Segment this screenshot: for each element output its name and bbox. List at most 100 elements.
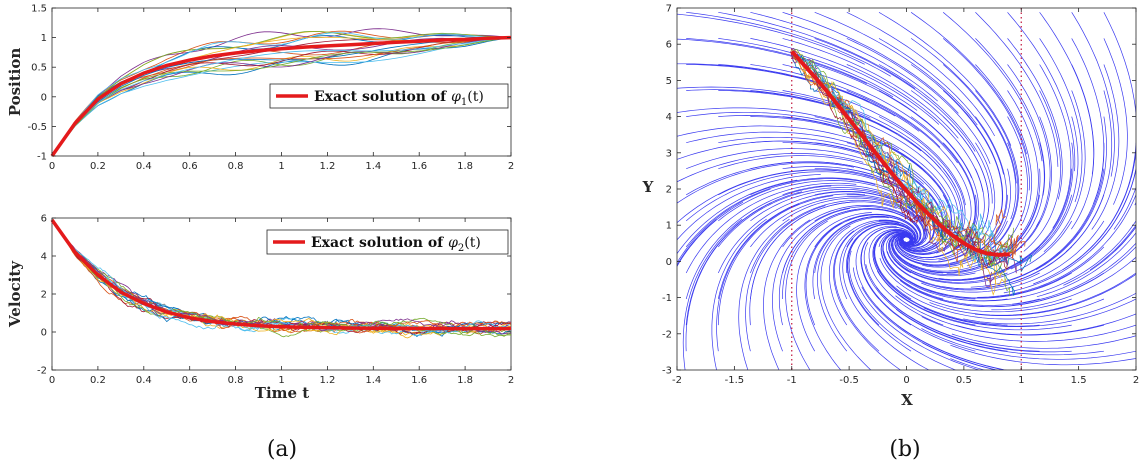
phase-xtick-label: -2 <box>672 375 682 386</box>
position-xtick-label: 0.8 <box>228 161 244 172</box>
phase-streamline <box>955 313 1136 336</box>
position-xtick-label: 0.4 <box>136 161 152 172</box>
velocity-sample-path <box>51 219 512 337</box>
velocity-legend-symbol: φ <box>448 235 458 251</box>
velocity-legend-label: Exact solution of φ2(t) <box>311 235 481 254</box>
phase-streamline <box>750 196 925 248</box>
phase-streamline <box>876 270 1072 331</box>
phase-ytick-label: -3 <box>662 366 672 377</box>
phase-ytick-label: 6 <box>666 40 672 51</box>
position-ytick-label: -1 <box>37 152 47 163</box>
velocity-xtick-label: 0.8 <box>228 375 244 386</box>
position-chart: 0 0.2 0.4 0.6 0.8 1 1.2 1.4 1.6 1.8 2 -1 -0.5 0 0.5 1 1.… <box>6 4 514 173</box>
phase-streamline <box>1039 38 1083 203</box>
position-ytick-label: 1 <box>41 33 47 44</box>
velocity-ytick-label: 4 <box>41 252 47 263</box>
position-xtick-label: 2 <box>508 161 514 172</box>
velocity-sample-path <box>51 219 512 335</box>
phase-streamline <box>991 256 1136 311</box>
phase-streamline <box>1039 64 1072 229</box>
phase-streamline <box>921 316 1136 342</box>
position-xtick-label: 1.4 <box>365 161 381 172</box>
phase-streamline <box>814 11 978 126</box>
phase-streamline <box>717 191 891 274</box>
phase-streamline <box>846 223 912 352</box>
position-ytick-label: -0.5 <box>27 122 47 133</box>
phase-streamline <box>1007 38 1063 200</box>
phase-streamline <box>910 38 1017 184</box>
phase-ytick-label: -2 <box>662 329 672 340</box>
phase-streamline <box>879 257 1072 313</box>
phase-sample-path <box>791 50 1008 269</box>
phase-streamline <box>846 64 984 193</box>
phase-boundary-lines <box>791 8 1022 370</box>
phase-streamline <box>847 223 915 326</box>
phase-streamline <box>896 285 1105 320</box>
phase-streamline <box>772 208 851 352</box>
position-xtick-label: 1 <box>278 161 284 172</box>
phase-streamline <box>848 250 957 370</box>
phase-streamline <box>910 64 1004 213</box>
phase-streamline <box>852 267 981 370</box>
phase-streamline <box>677 153 864 183</box>
phase-streamline <box>1007 64 1051 227</box>
phase-streamline <box>974 273 1136 317</box>
phase-streamline <box>718 90 922 152</box>
position-legend: Exact solution of φ1(t) <box>269 83 509 109</box>
phase-streamline <box>686 148 899 175</box>
phase-streamline <box>677 38 867 85</box>
phase-streamline <box>950 344 1136 366</box>
phase-streamline <box>817 216 889 352</box>
phase-streamline <box>975 64 1033 224</box>
phase-streamline <box>685 185 832 300</box>
phase-xlabel: X <box>901 391 913 409</box>
phase-streamline <box>677 179 798 255</box>
phase-streamline <box>763 219 811 370</box>
phase-streamline <box>785 220 828 370</box>
phase-streamline <box>782 90 957 188</box>
phase-streamline <box>878 90 979 233</box>
velocity-xtick-label: 1.4 <box>365 375 381 386</box>
phase-streamline <box>782 116 952 212</box>
phase-streamline <box>677 201 744 268</box>
phase-streamline <box>1114 226 1136 252</box>
phase-streamline <box>814 64 973 179</box>
phase-streamline <box>1012 242 1136 305</box>
velocity-xtick-label: 1.2 <box>319 375 335 386</box>
velocity-xtick-label: 1.6 <box>411 375 427 386</box>
velocity-ytick-label: 6 <box>41 214 47 225</box>
phase-streamline <box>682 218 743 370</box>
phase-streamline <box>677 125 871 146</box>
phase-ytick-label: 1 <box>666 221 672 232</box>
position-legend-label: Exact solution of φ1(t) <box>314 89 484 108</box>
phase-streamline <box>677 107 872 134</box>
phase-sample-path <box>791 48 1014 260</box>
position-sample-path <box>51 37 512 157</box>
phase-xtick-label: -1 <box>787 375 797 386</box>
position-legend-prefix: Exact solution of <box>314 89 451 105</box>
phase-streamline <box>893 220 1073 284</box>
phase-streamline <box>975 90 1020 249</box>
phase-streamline <box>873 243 1040 327</box>
phase-streamline <box>883 250 1072 299</box>
phase-streamline <box>975 38 1046 196</box>
position-exact-line <box>50 35 512 158</box>
position-sample-path <box>51 37 512 157</box>
phase-streamline <box>929 272 1136 316</box>
phase-ytick-label: 0 <box>666 257 672 268</box>
phase-streamline <box>909 168 1041 273</box>
phase-xtick-label: -1.5 <box>725 375 745 386</box>
phase-streamline <box>677 162 854 204</box>
phase-streamline <box>718 180 917 222</box>
phase-streamline <box>750 201 897 300</box>
phase-streamline <box>717 193 866 300</box>
position-sample-path <box>51 37 512 157</box>
position-ytick-label: 1.5 <box>31 4 47 15</box>
velocity-sample-path <box>51 219 512 334</box>
phase-streamline <box>987 116 1052 269</box>
phase-exact-line <box>790 50 1010 257</box>
phase-streamline <box>677 13 865 65</box>
phase-streamline <box>955 220 1136 302</box>
